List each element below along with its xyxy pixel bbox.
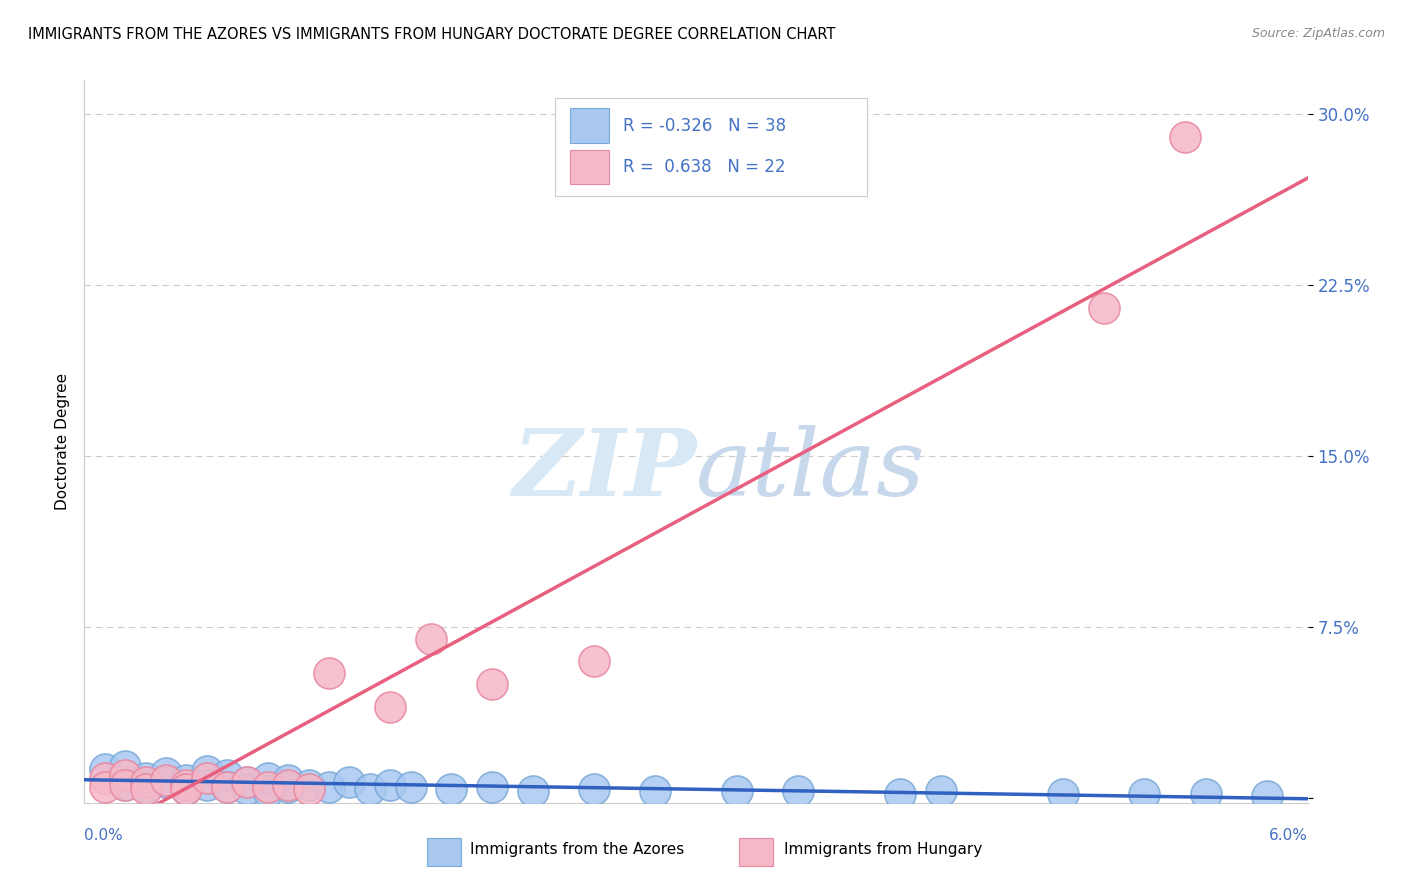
Point — [1052, 787, 1074, 801]
Point — [339, 775, 361, 789]
Text: IMMIGRANTS FROM THE AZORES VS IMMIGRANTS FROM HUNGARY DOCTORATE DEGREE CORRELATI: IMMIGRANTS FROM THE AZORES VS IMMIGRANTS… — [28, 27, 835, 42]
Point — [889, 787, 911, 801]
Point — [359, 782, 381, 797]
Point — [135, 771, 157, 785]
Text: R =  0.638   N = 22: R = 0.638 N = 22 — [623, 158, 785, 176]
Point — [195, 771, 218, 785]
Point — [236, 775, 259, 789]
FancyBboxPatch shape — [427, 838, 461, 865]
Point — [217, 780, 239, 794]
Point — [929, 784, 952, 798]
Point — [176, 778, 198, 792]
Point — [176, 772, 198, 787]
Point — [257, 784, 280, 798]
Point — [176, 782, 198, 797]
Point — [380, 778, 402, 792]
Point — [481, 780, 503, 794]
Point — [155, 775, 177, 789]
Point — [277, 778, 299, 792]
Point — [298, 778, 321, 792]
Point — [93, 762, 117, 776]
Point — [420, 632, 443, 646]
Point — [135, 775, 157, 789]
FancyBboxPatch shape — [569, 150, 609, 185]
Point — [257, 780, 280, 794]
Point — [93, 780, 117, 794]
FancyBboxPatch shape — [555, 98, 868, 196]
Text: ZIP: ZIP — [512, 425, 696, 516]
Point — [195, 778, 218, 792]
Point — [114, 759, 136, 773]
Point — [217, 780, 239, 794]
Point — [522, 784, 544, 798]
Point — [1195, 787, 1218, 801]
FancyBboxPatch shape — [569, 109, 609, 143]
Point — [440, 782, 463, 797]
Point — [114, 768, 136, 782]
Point — [787, 784, 810, 798]
Text: atlas: atlas — [696, 425, 925, 516]
Point — [725, 784, 748, 798]
Text: Immigrants from Hungary: Immigrants from Hungary — [785, 842, 983, 857]
Point — [298, 782, 321, 797]
Point — [318, 665, 340, 680]
Point — [1092, 301, 1115, 316]
Point — [644, 784, 666, 798]
Point — [318, 780, 340, 794]
Point — [114, 778, 136, 792]
Point — [176, 782, 198, 797]
Point — [277, 780, 299, 794]
Text: R = -0.326   N = 38: R = -0.326 N = 38 — [623, 117, 786, 135]
FancyBboxPatch shape — [738, 838, 773, 865]
Point — [195, 764, 218, 778]
Point — [236, 782, 259, 797]
Point — [1174, 130, 1197, 145]
Point — [583, 782, 606, 797]
Point — [155, 766, 177, 780]
Point — [114, 778, 136, 792]
Point — [135, 782, 157, 797]
Point — [93, 771, 117, 785]
Point — [380, 700, 402, 714]
Point — [399, 780, 422, 794]
Text: 6.0%: 6.0% — [1268, 828, 1308, 843]
Point — [257, 771, 280, 785]
Text: Immigrants from the Azores: Immigrants from the Azores — [470, 842, 683, 857]
Point — [217, 768, 239, 782]
Point — [277, 772, 299, 787]
Point — [1133, 787, 1156, 801]
Point — [1256, 789, 1278, 803]
Point — [155, 772, 177, 787]
Point — [583, 655, 606, 669]
Point — [481, 677, 503, 691]
Point — [135, 780, 157, 794]
Point — [236, 775, 259, 789]
Y-axis label: Doctorate Degree: Doctorate Degree — [55, 373, 70, 510]
Text: Source: ZipAtlas.com: Source: ZipAtlas.com — [1251, 27, 1385, 40]
Text: 0.0%: 0.0% — [84, 828, 124, 843]
